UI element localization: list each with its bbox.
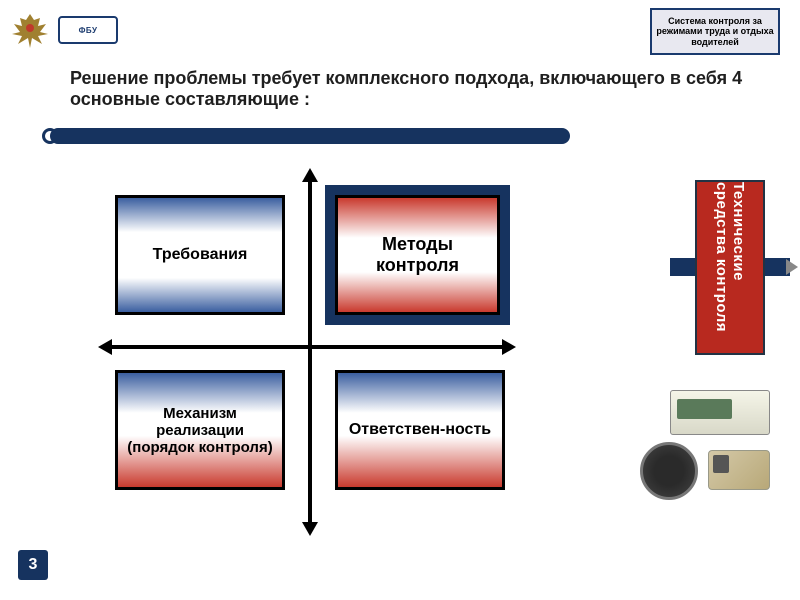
quadrant-tl-label: Требования (153, 246, 248, 264)
axis-vertical (308, 180, 312, 530)
devices-illustration (630, 390, 770, 520)
side-arrow-icon (786, 259, 798, 275)
driver-card-icon (708, 450, 770, 490)
org-badge-icon: ФБУ (58, 16, 118, 44)
page-number-text: 3 (29, 556, 38, 574)
quadrant-top-left: Требования (115, 195, 285, 315)
quadrant-tr-label: Методы контроля (344, 234, 491, 276)
arrow-up-icon (302, 168, 318, 182)
axis-horizontal (110, 345, 510, 349)
page-title-text: Решение проблемы требует комплексного по… (70, 68, 742, 109)
title-underline (50, 128, 570, 144)
quadrant-br-label: Ответствен-ность (349, 421, 491, 439)
system-badge-text: Система контроля за режимами труда и отд… (656, 16, 773, 47)
quadrant-bottom-left: Механизм реализации (порядок контроля) (115, 370, 285, 490)
quadrant-bl-label: Механизм реализации (порядок контроля) (126, 405, 274, 456)
gauge-icon (640, 442, 698, 500)
header-logos: ФБУ (10, 10, 118, 50)
quadrant-top-right: Методы контроля (335, 195, 500, 315)
page-number: 3 (18, 550, 48, 580)
system-badge: Система контроля за режимами труда и отд… (650, 8, 780, 55)
arrow-left-icon (98, 339, 112, 355)
quadrant-diagram: Требования Методы контроля Механизм реал… (100, 170, 520, 550)
side-panel-label: Технические средства контроля (713, 182, 747, 353)
arrow-right-icon (502, 339, 516, 355)
arrow-down-icon (302, 522, 318, 536)
quadrant-bottom-right: Ответствен-ность (335, 370, 505, 490)
eagle-logo-icon (10, 10, 50, 50)
quadrant-top-right-frame: Методы контроля (325, 185, 510, 325)
side-panel: Технические средства контроля (695, 180, 765, 355)
page-title: Решение проблемы требует комплексного по… (70, 68, 760, 110)
tachograph-icon (670, 390, 770, 435)
org-badge-text: ФБУ (79, 26, 98, 35)
